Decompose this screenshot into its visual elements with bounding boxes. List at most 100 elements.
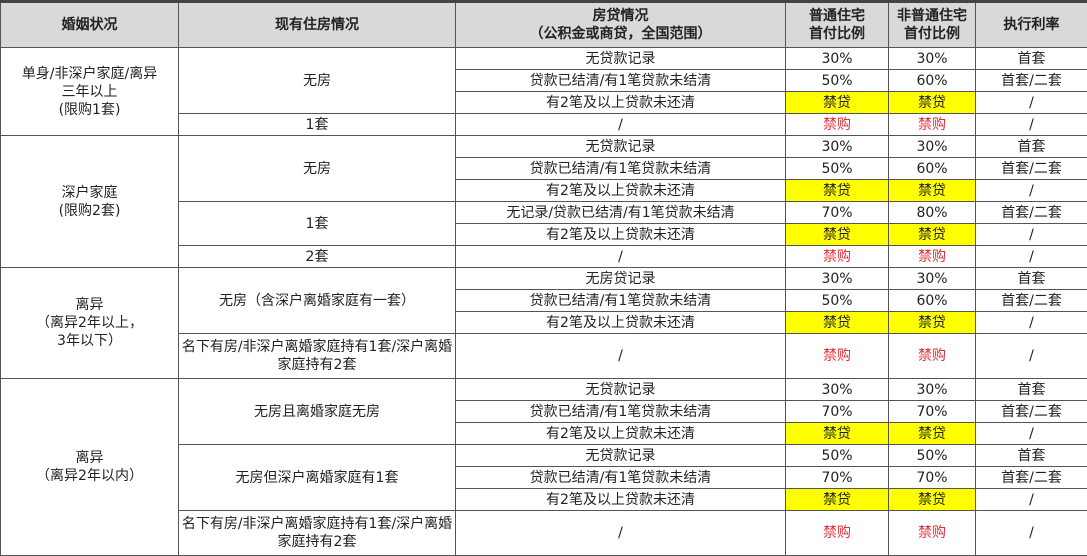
header-marital-status: 婚姻状况: [1, 2, 179, 48]
nonnormal-downpayment-cell: 禁贷: [889, 180, 976, 202]
nonnormal-downpayment-cell: 30%: [889, 136, 976, 158]
rate-cell: /: [976, 312, 1087, 334]
nonnormal-downpayment-cell: 60%: [889, 290, 976, 312]
nonnormal-downpayment-cell: 禁购: [889, 511, 976, 556]
nonnormal-downpayment-cell: 30%: [889, 268, 976, 290]
rate-cell: 首套/二套: [976, 401, 1087, 423]
rate-cell: /: [976, 92, 1087, 114]
housing-cell: 名下有房/非深户离婚家庭持有1套/深户离婚家庭持有2套: [179, 511, 456, 556]
rate-cell: 首套/二套: [976, 158, 1087, 180]
housing-cell: 名下有房/非深户离婚家庭持有1套/深户离婚家庭持有2套: [179, 334, 456, 379]
rate-cell: /: [976, 114, 1087, 136]
marital-status-cell: 离异 （离异2年以内）: [1, 379, 179, 556]
normal-downpayment-cell: 50%: [786, 445, 889, 467]
housing-cell: 2套: [179, 246, 456, 268]
nonnormal-downpayment-cell: 80%: [889, 202, 976, 224]
rate-cell: 首套: [976, 136, 1087, 158]
normal-downpayment-cell: 禁贷: [786, 489, 889, 511]
loan-cell: 无贷款记录: [456, 379, 786, 401]
loan-cell: 贷款已结清/有1笔贷款未结清: [456, 70, 786, 92]
normal-downpayment-cell: 50%: [786, 158, 889, 180]
rate-cell: 首套/二套: [976, 202, 1087, 224]
marital-status-cell: 深户家庭 (限购2套): [1, 136, 179, 268]
nonnormal-downpayment-cell: 禁贷: [889, 489, 976, 511]
normal-downpayment-cell: 70%: [786, 401, 889, 423]
rate-cell: /: [976, 246, 1087, 268]
loan-cell: 有2笔及以上贷款未还清: [456, 92, 786, 114]
nonnormal-downpayment-cell: 30%: [889, 48, 976, 70]
normal-downpayment-cell: 70%: [786, 202, 889, 224]
header-loan: 房贷情况 （公积金或商贷，全国范围）: [456, 2, 786, 48]
nonnormal-downpayment-cell: 禁贷: [889, 312, 976, 334]
nonnormal-downpayment-cell: 50%: [889, 445, 976, 467]
rate-cell: 首套: [976, 445, 1087, 467]
loan-cell: 有2笔及以上贷款未还清: [456, 224, 786, 246]
nonnormal-downpayment-cell: 禁贷: [889, 423, 976, 445]
normal-downpayment-cell: 禁购: [786, 246, 889, 268]
rate-cell: 首套: [976, 48, 1087, 70]
nonnormal-downpayment-cell: 禁贷: [889, 224, 976, 246]
header-row: 婚姻状况 现有住房情况 房贷情况 （公积金或商贷，全国范围） 普通住宅 首付比例…: [1, 2, 1087, 48]
housing-cell: 无房: [179, 48, 456, 114]
normal-downpayment-cell: 30%: [786, 379, 889, 401]
nonnormal-downpayment-cell: 禁贷: [889, 92, 976, 114]
loan-cell: 无房贷记录: [456, 268, 786, 290]
rate-cell: /: [976, 423, 1087, 445]
loan-cell: 无贷款记录: [456, 136, 786, 158]
header-normal-downpayment: 普通住宅 首付比例: [786, 2, 889, 48]
header-rate: 执行利率: [976, 2, 1087, 48]
normal-downpayment-cell: 50%: [786, 70, 889, 92]
loan-cell: 贷款已结清/有1笔贷款未结清: [456, 158, 786, 180]
nonnormal-downpayment-cell: 30%: [889, 379, 976, 401]
loan-cell: 有2笔及以上贷款未还清: [456, 180, 786, 202]
nonnormal-downpayment-cell: 禁购: [889, 246, 976, 268]
housing-cell: 1套: [179, 114, 456, 136]
loan-cell: /: [456, 114, 786, 136]
rate-cell: 首套: [976, 379, 1087, 401]
nonnormal-downpayment-cell: 70%: [889, 401, 976, 423]
loan-cell: 贷款已结清/有1笔贷款未结清: [456, 401, 786, 423]
loan-cell: 有2笔及以上贷款未还清: [456, 489, 786, 511]
normal-downpayment-cell: 禁购: [786, 334, 889, 379]
header-nonnormal-downpayment: 非普通住宅 首付比例: [889, 2, 976, 48]
header-housing: 现有住房情况: [179, 2, 456, 48]
nonnormal-downpayment-cell: 禁购: [889, 114, 976, 136]
normal-downpayment-cell: 禁贷: [786, 423, 889, 445]
loan-cell: 无记录/贷款已结清/有1笔贷款未结清: [456, 202, 786, 224]
loan-cell: 有2笔及以上贷款未还清: [456, 423, 786, 445]
nonnormal-downpayment-cell: 60%: [889, 158, 976, 180]
nonnormal-downpayment-cell: 60%: [889, 70, 976, 92]
housing-cell: 无房（含深户离婚家庭有一套）: [179, 268, 456, 334]
normal-downpayment-cell: 禁贷: [786, 224, 889, 246]
rate-cell: /: [976, 180, 1087, 202]
rate-cell: 首套/二套: [976, 467, 1087, 489]
marital-status-cell: 离异 （离异2年以上， 3年以下）: [1, 268, 179, 379]
normal-downpayment-cell: 30%: [786, 268, 889, 290]
loan-cell: /: [456, 246, 786, 268]
housing-cell: 无房但深户离婚家庭有1套: [179, 445, 456, 511]
rate-cell: /: [976, 224, 1087, 246]
loan-cell: 贷款已结清/有1笔贷款未结清: [456, 467, 786, 489]
marital-status-cell: 单身/非深户家庭/离异 三年以上 (限购1套): [1, 48, 179, 136]
normal-downpayment-cell: 30%: [786, 136, 889, 158]
housing-cell: 无房: [179, 136, 456, 202]
normal-downpayment-cell: 禁购: [786, 114, 889, 136]
housing-cell: 1套: [179, 202, 456, 246]
rate-cell: 首套: [976, 268, 1087, 290]
loan-cell: 有2笔及以上贷款未还清: [456, 312, 786, 334]
normal-downpayment-cell: 禁购: [786, 511, 889, 556]
normal-downpayment-cell: 30%: [786, 48, 889, 70]
normal-downpayment-cell: 50%: [786, 290, 889, 312]
rate-cell: /: [976, 489, 1087, 511]
loan-cell: 无贷款记录: [456, 48, 786, 70]
normal-downpayment-cell: 70%: [786, 467, 889, 489]
normal-downpayment-cell: 禁贷: [786, 312, 889, 334]
rate-cell: /: [976, 511, 1087, 556]
housing-cell: 无房且离婚家庭无房: [179, 379, 456, 445]
normal-downpayment-cell: 禁贷: [786, 92, 889, 114]
loan-cell: /: [456, 511, 786, 556]
